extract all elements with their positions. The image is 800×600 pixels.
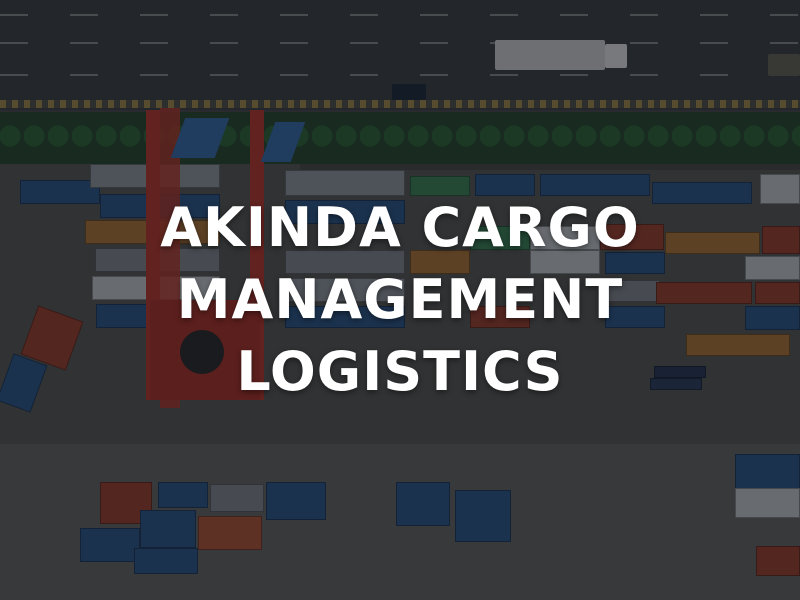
headline-line: LOGISTICS — [236, 340, 564, 403]
headline: AKINDA CARGO MANAGEMENT LOGISTICS — [0, 192, 800, 408]
headline-line: MANAGEMENT — [176, 268, 624, 331]
headline-line: AKINDA CARGO — [160, 196, 640, 259]
